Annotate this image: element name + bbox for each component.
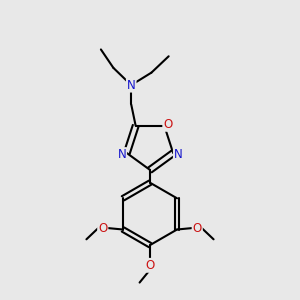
Text: O: O <box>98 221 107 235</box>
Text: N: N <box>174 148 183 161</box>
Text: O: O <box>146 259 154 272</box>
Text: O: O <box>163 118 172 131</box>
Text: N: N <box>127 79 136 92</box>
Text: N: N <box>117 148 126 161</box>
Text: O: O <box>193 221 202 235</box>
